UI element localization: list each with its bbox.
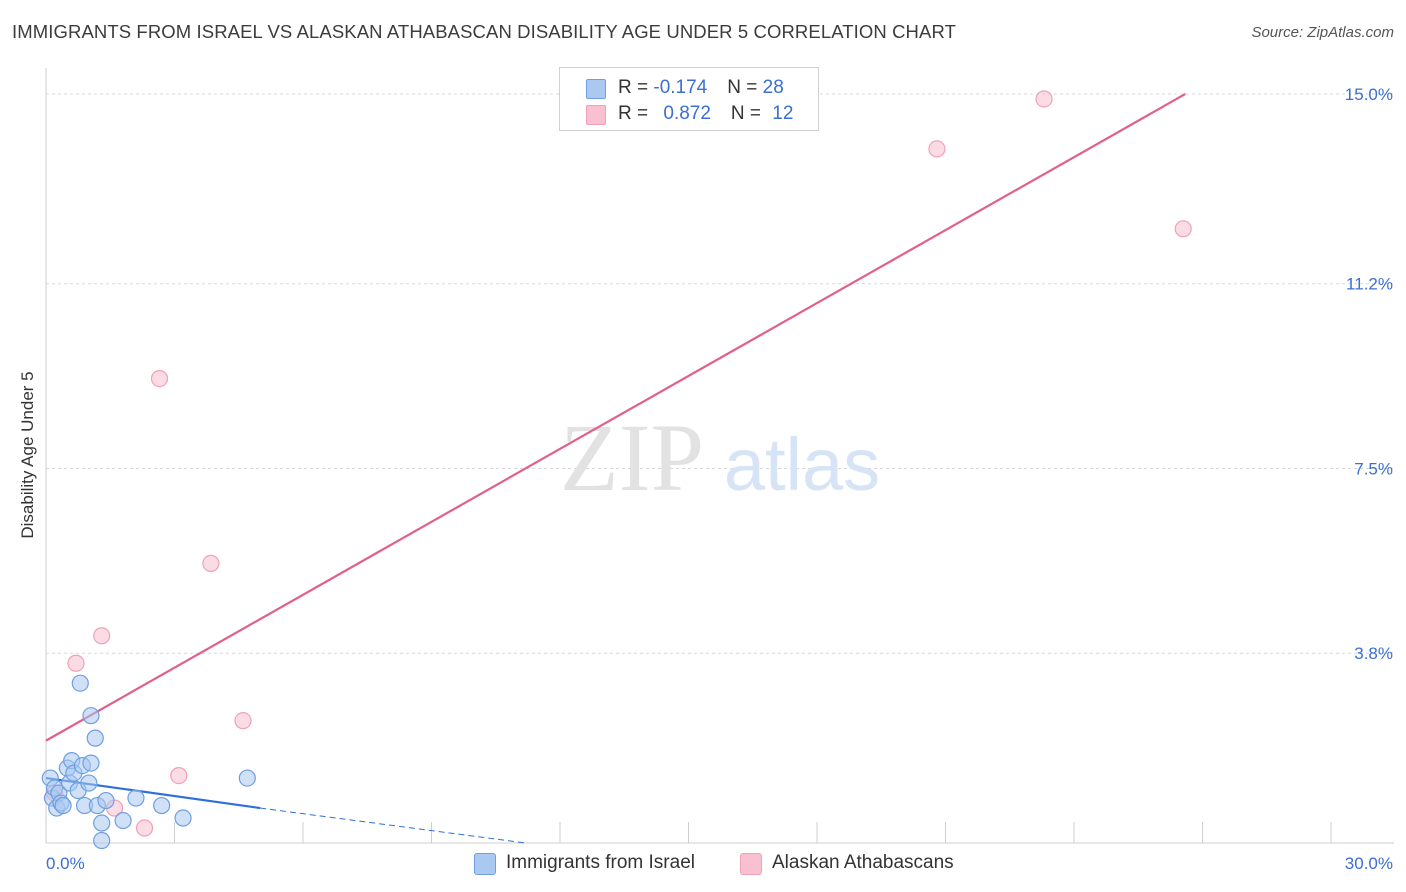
data-point-israel [114,811,132,830]
y-tick-label: 3.8% [1354,644,1393,663]
legend-swatch-israel [586,79,606,99]
watermark-zip: ZIP [560,404,704,511]
legend-n-label: N = [727,77,763,98]
data-point-israel [153,796,171,815]
y-tick-label: 7.5% [1354,459,1393,478]
y-tick-label: 15.0% [1345,85,1393,104]
data-point-athabascan [135,819,154,837]
bottom-legend-label-israel: Immigrants from Israel [506,852,695,873]
x-tick-label: 30.0% [1345,854,1393,873]
correlation-legend: R = -0.174 N = 28 R = 0.872 N = 12 [559,67,819,131]
data-points [41,90,1192,850]
bottom-legend-swatch-athabascan [740,853,762,875]
data-point-athabascan [150,370,169,388]
axes [45,68,1394,844]
legend-n-label: N = [730,103,767,124]
data-point-athabascan [1035,90,1053,108]
data-point-israel [93,814,111,832]
data-point-israel [93,831,111,850]
legend-r-value: -0.174 [653,77,708,98]
data-point-israel [97,791,115,810]
legend-r-label: R = [618,77,654,98]
bottom-legend-swatch-israel [474,853,496,875]
legend-text-israel: R = -0.174 N = 28 [618,77,784,99]
legend-n-value: 28 [762,77,784,98]
data-point-israel [80,774,98,792]
data-point-israel [54,796,72,815]
legend-r-value: 0.872 [663,103,711,124]
data-point-athabascan [1174,220,1192,238]
y-tick-label: 11.2% [1346,275,1393,294]
watermark: ZIP atlas [560,404,880,511]
chart-title: IMMIGRANTS FROM ISRAEL VS ALASKAN ATHABA… [12,21,956,42]
grid-lines [46,93,1394,654]
legend-n-value: 12 [772,103,794,124]
legend-r-label: R = [618,103,654,124]
data-point-israel [174,809,192,827]
legend-swatch-athabascan [586,105,606,125]
legend-text-athabascan: R = 0.872 N = 12 [618,103,793,125]
data-point-israel [82,754,100,772]
data-point-israel [71,674,89,692]
watermark-atlas: atlas [724,423,880,506]
data-point-athabascan [928,140,946,158]
data-point-athabascan [67,654,85,672]
tick-labels: 3.8% 7.5% 11.2% 15.0% 0.0% 30.0% [46,85,1393,873]
data-point-israel [86,729,104,747]
trend-line-israel-extension [260,807,526,844]
x-tick-label: 0.0% [46,854,85,873]
data-point-athabascan [170,766,188,785]
trend-line-athabascan [45,93,1186,742]
data-point-athabascan [202,554,220,572]
data-point-israel [238,769,256,787]
y-axis-title: Disability Age Under 5 [18,371,37,539]
data-point-israel [82,707,100,725]
source-label: Source: ZipAtlas.com [1251,24,1394,41]
bottom-legend-label-athabascan: Alaskan Athabascans [772,852,954,873]
data-point-israel [127,789,145,807]
data-point-athabascan [234,712,252,730]
data-point-athabascan [93,627,111,645]
